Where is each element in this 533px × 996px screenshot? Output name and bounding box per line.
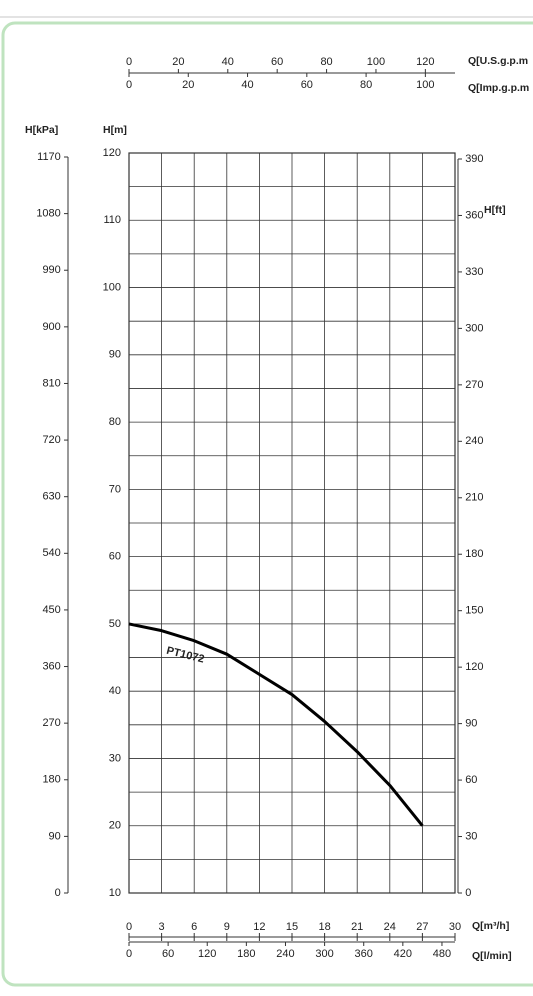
axis-tick-label: 270: [465, 379, 483, 391]
axis-tick-label: 60: [301, 79, 313, 91]
axis-tick-label: 60: [271, 56, 283, 68]
y-tick-label: 50: [109, 618, 121, 630]
axis-tick-label: 300: [465, 322, 483, 334]
axis-tick-label: 0: [55, 887, 61, 899]
y-tick-label: 30: [109, 752, 121, 764]
axis-tick-label: 900: [42, 321, 60, 333]
x-tick-label: 3: [159, 921, 165, 933]
axis-tick-label: 120: [465, 661, 483, 673]
axis-label: H[ft]: [484, 204, 506, 216]
axis-tick-label: 20: [182, 79, 194, 91]
axis-tick-label: 180: [465, 548, 483, 560]
axis-tick-label: 480: [433, 948, 451, 960]
axis-tick-label: 90: [49, 830, 61, 842]
axis-tick-label: 0: [126, 79, 132, 91]
axis-tick-label: 0: [126, 948, 132, 960]
axis-tick-label: 120: [198, 948, 216, 960]
axis-tick-label: 420: [394, 948, 412, 960]
axis-tick-label: 240: [276, 948, 294, 960]
x-axis-label: Q[m³/h]: [472, 920, 509, 932]
x-tick-label: 9: [224, 921, 230, 933]
axis-tick-label: 120: [416, 56, 434, 68]
axis-tick-label: 720: [42, 434, 60, 446]
frame: [1, 21, 533, 987]
axis-tick-label: 390: [465, 153, 483, 165]
axis-tick-label: 60: [465, 774, 477, 786]
axis-tick-label: 270: [42, 717, 60, 729]
axis-tick-label: 540: [42, 547, 60, 559]
axis-tick-label: 150: [465, 605, 483, 617]
y-axis-label: H[m]: [103, 124, 127, 136]
axis-tick-label: 20: [172, 56, 184, 68]
curve-label: PT1072: [165, 645, 205, 666]
axis-label: H[kPa]: [25, 124, 58, 136]
x-tick-label: 18: [318, 921, 330, 933]
y-tick-label: 110: [103, 214, 121, 226]
axis-tick-label: 0: [126, 56, 132, 68]
axis-tick-label: 0: [465, 887, 471, 899]
axis-tick-label: 100: [367, 56, 385, 68]
y-tick-label: 60: [109, 551, 121, 563]
axis-tick-label: 450: [42, 604, 60, 616]
axis-tick-label: 360: [42, 660, 60, 672]
axis-tick-label: 80: [320, 56, 332, 68]
y-tick-label: 120: [103, 147, 121, 159]
axis-tick-label: 1080: [36, 208, 60, 220]
axis-tick-label: 210: [465, 492, 483, 504]
x-tick-label: 27: [416, 921, 428, 933]
y-tick-label: 20: [109, 820, 121, 832]
axis-label: Q[l/min]: [472, 950, 512, 962]
axis-tick-label: 990: [42, 264, 60, 276]
axis-tick-label: 300: [315, 948, 333, 960]
y-tick-label: 70: [109, 483, 121, 495]
axis-tick-label: 330: [465, 266, 483, 278]
y-tick-label: 40: [109, 685, 121, 697]
axis-tick-label: 60: [162, 948, 174, 960]
axis-tick-label: 30: [465, 830, 477, 842]
x-tick-label: 12: [253, 921, 265, 933]
y-tick-label: 90: [109, 349, 121, 361]
x-tick-label: 6: [191, 921, 197, 933]
y-tick-label: 100: [103, 281, 121, 293]
axis-label: Q[U.S.g.p.m: [468, 55, 528, 67]
curve: [128, 622, 424, 827]
axis-tick-label: 810: [42, 377, 60, 389]
x-tick-label: 30: [449, 921, 461, 933]
axis-tick-label: 240: [465, 435, 483, 447]
y-tick-label: 10: [109, 887, 121, 899]
plot-border: [128, 152, 456, 894]
axis-tick-label: 180: [42, 774, 60, 786]
x-tick-label: 21: [351, 921, 363, 933]
axis-tick-label: 40: [222, 56, 234, 68]
axis-tick-label: 1170: [37, 151, 61, 163]
axis-tick-label: 360: [355, 948, 373, 960]
axis-tick-label: 180: [237, 948, 255, 960]
x-tick-label: 0: [126, 921, 132, 933]
axis-tick-label: 40: [241, 79, 253, 91]
axis-tick-label: 90: [465, 718, 477, 730]
axis-tick-label: 80: [360, 79, 372, 91]
axis-tick-label: 100: [416, 79, 434, 91]
axis-tick-label: 630: [42, 491, 60, 503]
x-tick-label: 24: [384, 921, 396, 933]
axis-tick-label: 360: [465, 209, 483, 221]
axis-label: Q[Imp.g.p.m: [468, 82, 529, 94]
y-tick-label: 80: [109, 416, 121, 428]
x-tick-label: 15: [286, 921, 298, 933]
